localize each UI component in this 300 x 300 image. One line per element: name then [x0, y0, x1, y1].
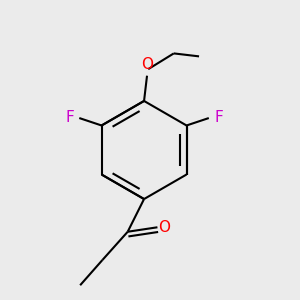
- Text: F: F: [65, 110, 74, 125]
- Text: O: O: [158, 220, 170, 235]
- Text: F: F: [214, 110, 223, 125]
- Text: O: O: [141, 57, 153, 72]
